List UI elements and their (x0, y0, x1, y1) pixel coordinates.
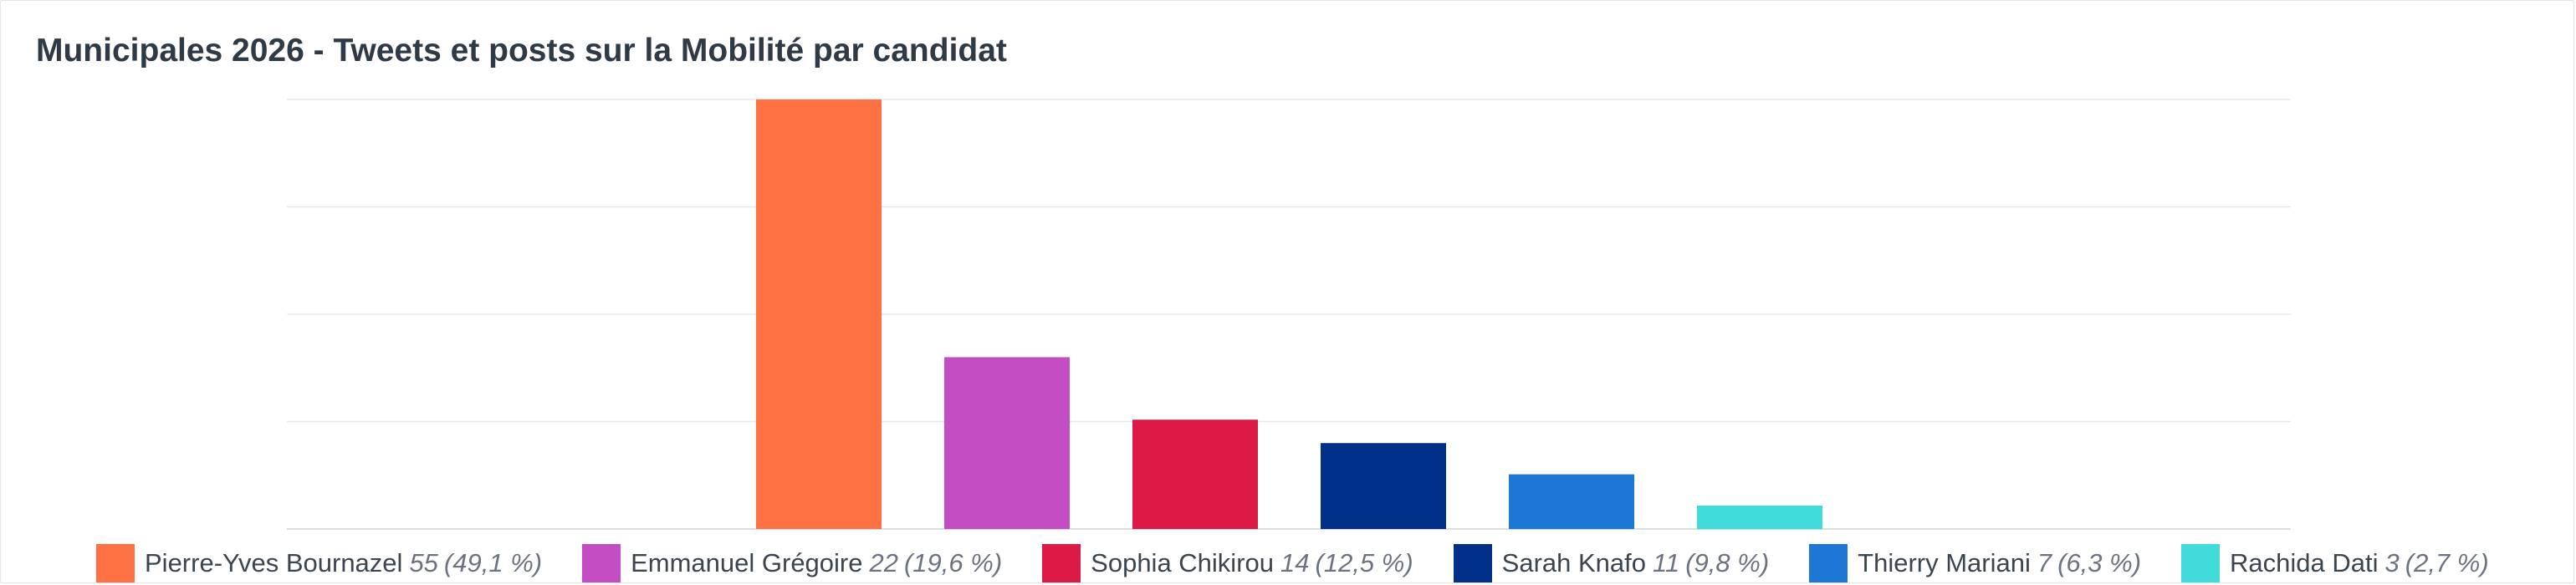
bar[interactable] (1697, 505, 1822, 529)
bar-chart-plot (287, 99, 2291, 530)
legend-percent: (49,1 %) (443, 548, 543, 577)
bar[interactable] (1132, 420, 1258, 529)
legend-item[interactable]: Sophia Chikirou 14 (12,5 %) (1042, 544, 1413, 582)
legend-item[interactable]: Emmanuel Grégoire 22 (19,6 %) (582, 544, 1002, 582)
legend-label: Pierre-Yves Bournazel (145, 548, 403, 577)
legend-swatch (1042, 544, 1081, 582)
legend-item[interactable]: Sarah Knafo 11 (9,8 %) (1453, 544, 1770, 582)
legend-label: Emmanuel Grégoire (631, 548, 863, 577)
gridlines (287, 99, 2291, 530)
bar[interactable] (1509, 474, 1634, 529)
legend-value: 7 (2037, 548, 2052, 577)
legend-swatch (1809, 544, 1848, 582)
legend-value: 22 (869, 548, 898, 577)
legend-percent: (19,6 %) (903, 548, 1003, 577)
legend-value: 11 (1653, 548, 1680, 577)
legend-label: Sarah Knafo (1501, 548, 1647, 577)
legend-swatch (96, 544, 135, 582)
bar[interactable] (944, 357, 1070, 529)
legend-value: 14 (1280, 548, 1310, 577)
legend-swatch (2181, 544, 2221, 582)
legend-label: Thierry Mariani (1858, 548, 2031, 577)
bar[interactable] (1321, 443, 1446, 529)
legend-label: Rachida Dati (2230, 548, 2379, 577)
bar[interactable] (756, 99, 882, 529)
legend-item[interactable]: Pierre-Yves Bournazel 55 (49,1 %) (96, 544, 542, 582)
legend-percent: (2,7 %) (2405, 548, 2489, 577)
bars (756, 99, 1822, 529)
legend-percent: (9,8 %) (1685, 548, 1770, 577)
legend-swatch (1453, 544, 1492, 582)
legend-percent: (12,5 %) (1315, 548, 1413, 577)
legend-item[interactable]: Rachida Dati 3 (2,7 %) (2181, 544, 2489, 582)
legend-item[interactable]: Thierry Mariani 7 (6,3 %) (1809, 544, 2141, 582)
legend-swatch (582, 544, 621, 582)
legend-value: 55 (409, 548, 438, 577)
legend: Pierre-Yves Bournazel 55 (49,1 %) Emmanuel … (96, 542, 2489, 584)
chart-title: Municipales 2026 - Tweets et posts sur l… (36, 33, 1007, 69)
legend-label: Sophia Chikirou (1091, 548, 1275, 577)
legend-percent: (6,3 %) (2057, 548, 2142, 577)
legend-value: 3 (2384, 548, 2400, 577)
